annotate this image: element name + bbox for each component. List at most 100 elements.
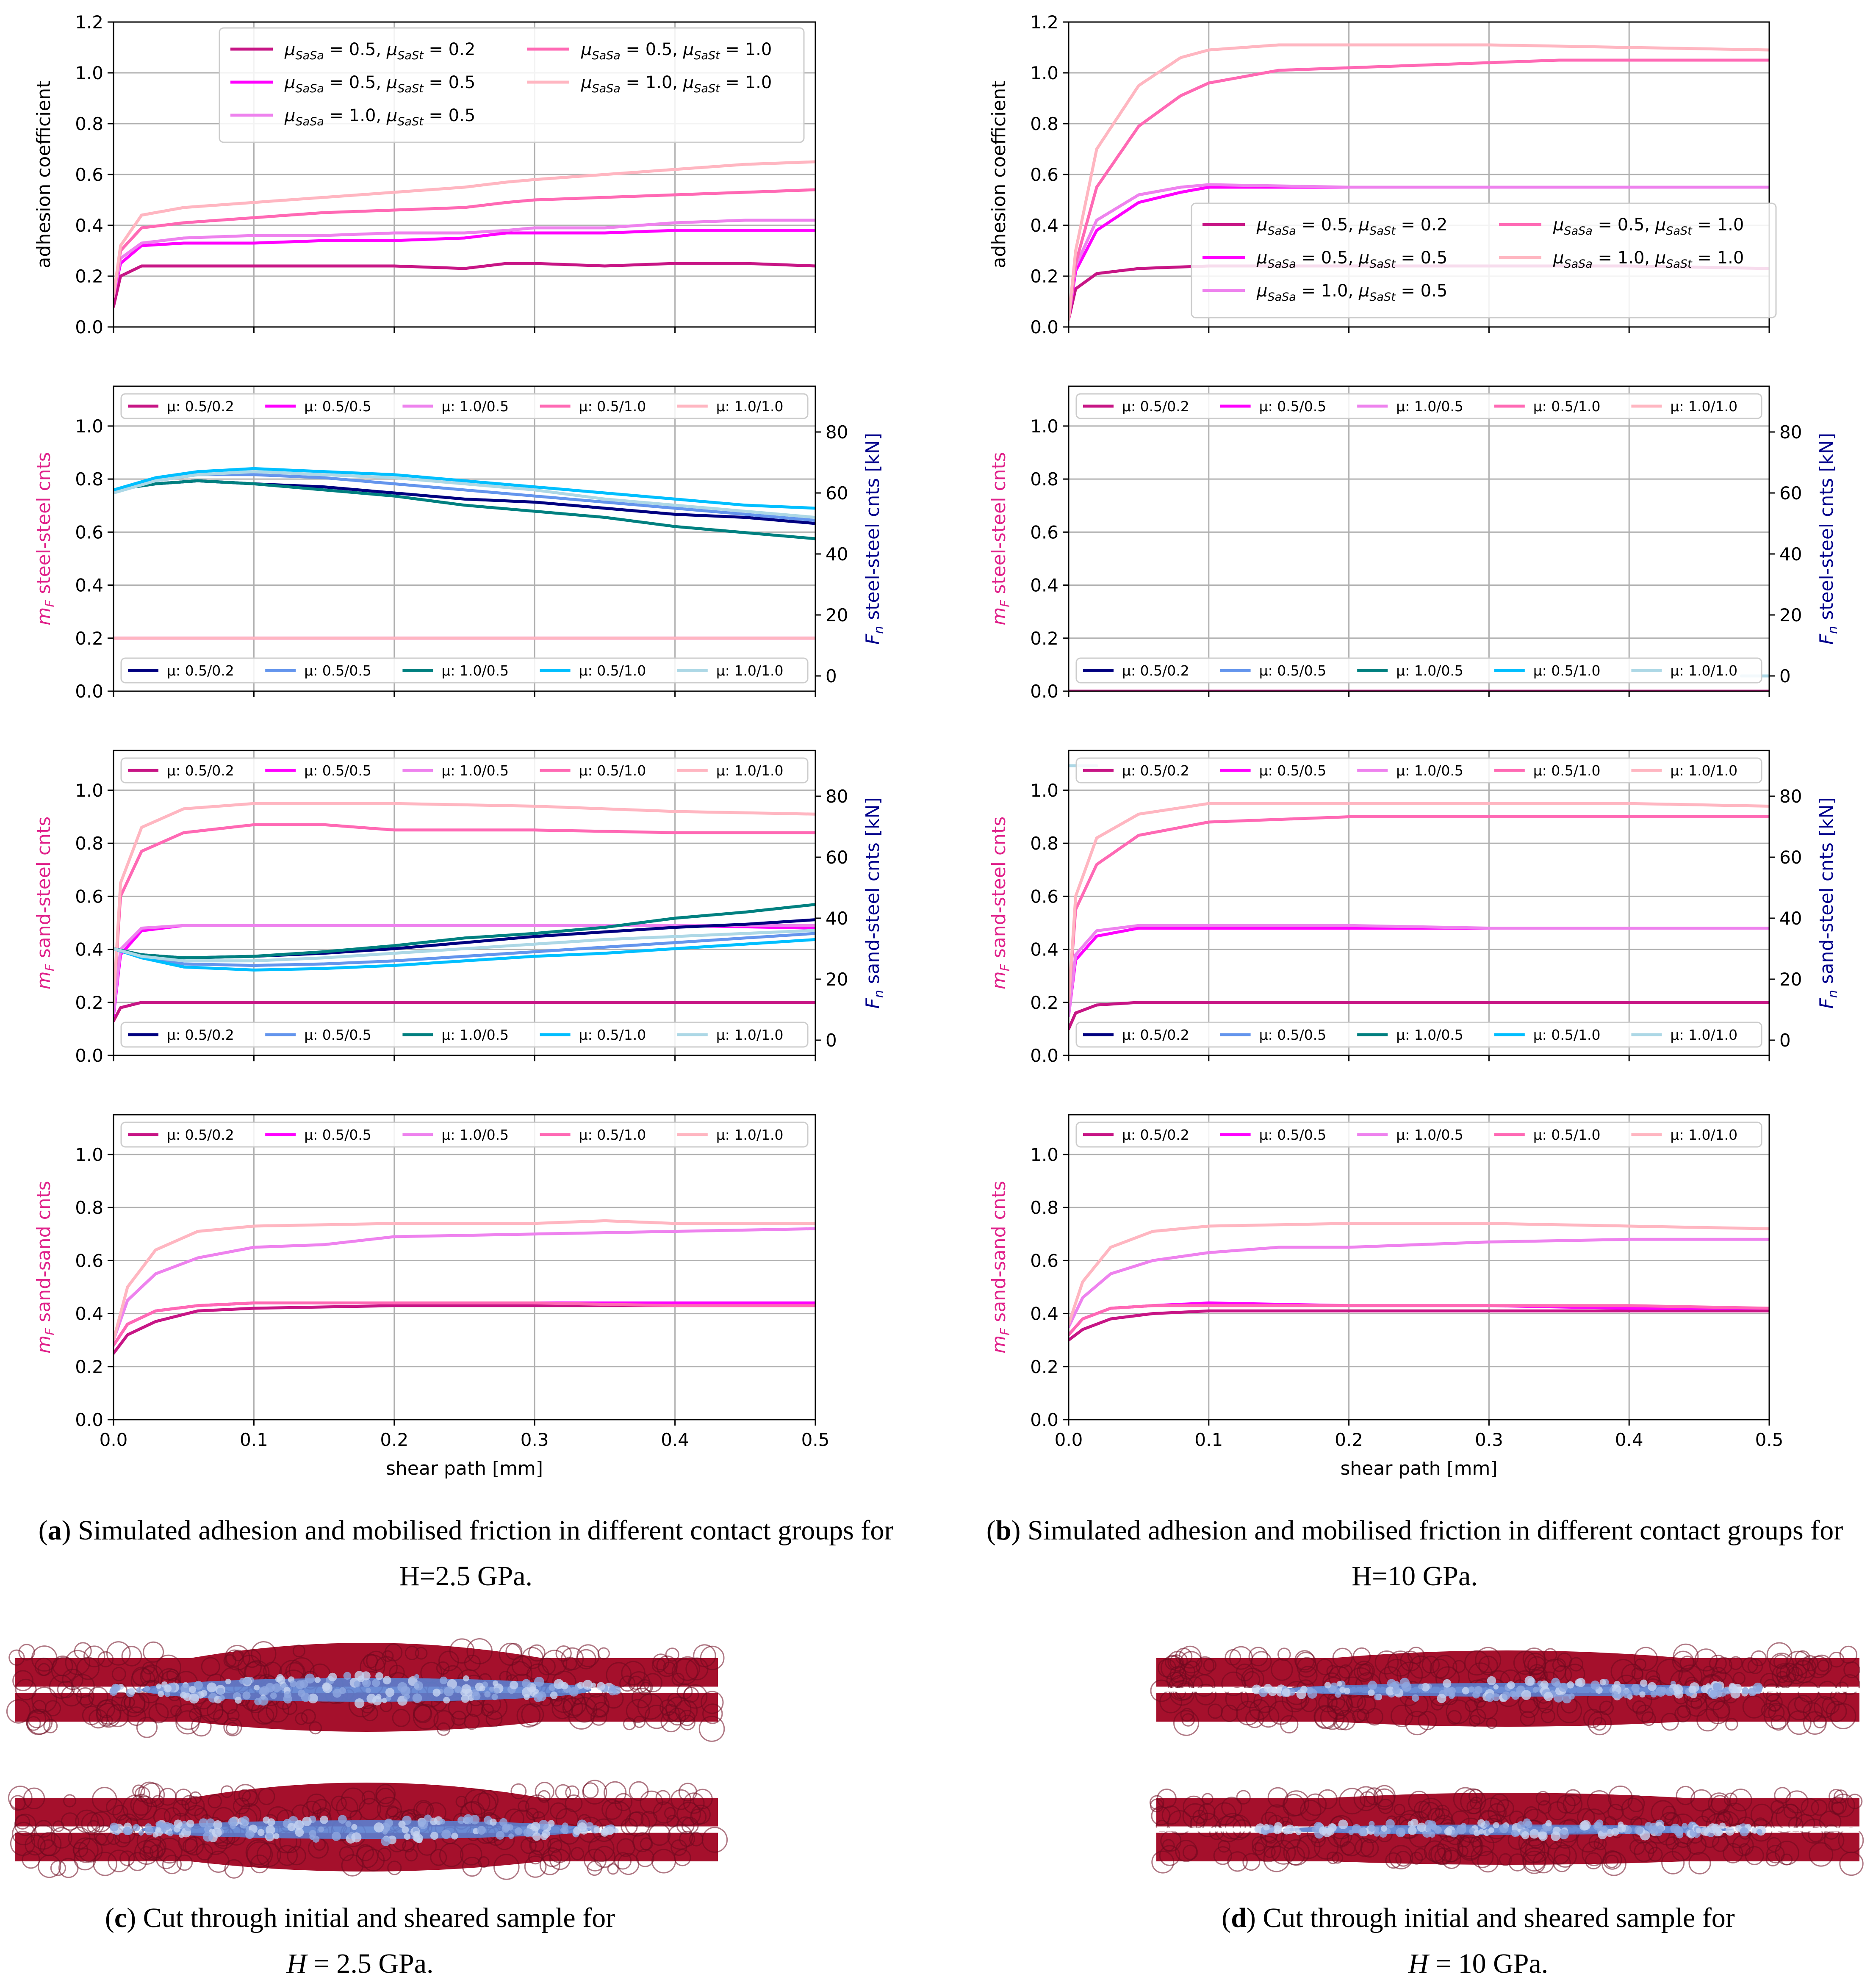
- sand-particle: [1652, 1825, 1658, 1831]
- steel-particle: [1374, 1788, 1395, 1810]
- steel-particle: [662, 1661, 676, 1675]
- chart-a2: 0.0 0.2 0.4 0.6 0.8 1.0 0 20 40 60 80 mF steel-stee…: [33, 385, 887, 702]
- steel-particle: [81, 1812, 105, 1836]
- y-tick-label: 0.0: [75, 1409, 103, 1430]
- steel-particle: [604, 1781, 627, 1804]
- steel-particle: [1729, 1789, 1752, 1812]
- steel-particle: [12, 1670, 33, 1692]
- steel-particle: [562, 1697, 583, 1718]
- steel-particle: [151, 1795, 165, 1808]
- steel-particle: [691, 1804, 711, 1825]
- steel-particle: [1333, 1714, 1349, 1731]
- steel-particle: [1180, 1708, 1194, 1722]
- steel-particle: [1196, 1813, 1220, 1838]
- legend-label: μ: 0.5/0.2: [1122, 398, 1189, 415]
- series-line: [114, 929, 815, 963]
- caption-d: (d) Cut through initial and sheared samp…: [1222, 1902, 1735, 1979]
- sand-particle: [585, 1822, 594, 1830]
- sand-particle: [355, 1671, 364, 1681]
- sand-particle: [1742, 1687, 1749, 1695]
- y-tick-label: 0.2: [75, 1357, 103, 1377]
- steel-particle: [18, 1644, 35, 1661]
- y-axis-label: adhesion coefficient: [33, 80, 55, 268]
- steel-particle: [1267, 1787, 1288, 1808]
- steel-particle: [1552, 1658, 1566, 1672]
- sand-particle: [308, 1693, 318, 1703]
- steel-particle: [1365, 1787, 1383, 1805]
- steel-particle: [679, 1710, 695, 1726]
- sand-particle: [167, 1830, 173, 1836]
- sand-particle: [1254, 1826, 1261, 1833]
- y-tick-label: 0.8: [75, 469, 103, 490]
- y-axis-label: mF sand-sand cnts: [33, 1181, 58, 1354]
- sand-particle: [441, 1829, 451, 1839]
- caption-d-tag: d: [1231, 1902, 1247, 1933]
- steel-particle: [1203, 1658, 1217, 1672]
- sand-particle: [1368, 1825, 1376, 1832]
- y2-tick-label: 0: [1779, 666, 1791, 687]
- sand-particle: [1408, 1821, 1414, 1827]
- sand-particle: [156, 1683, 162, 1689]
- steel-particle: [510, 1783, 527, 1800]
- sand-particle: [1516, 1821, 1525, 1830]
- sand-particle: [400, 1686, 410, 1696]
- axes-frame: [1068, 750, 1770, 1056]
- y2-tick-label: 0: [826, 1030, 837, 1051]
- steel-particle: [143, 1641, 164, 1663]
- steel-particle: [1694, 1648, 1718, 1672]
- steel-particle: [1520, 1838, 1546, 1863]
- legend-label: μ: 1.0/1.0: [1670, 762, 1737, 779]
- steel-particle: [1802, 1655, 1818, 1672]
- sand-particle: [1374, 1830, 1380, 1837]
- steel-particle: [1414, 1848, 1427, 1861]
- steel-particle: [1607, 1804, 1624, 1820]
- sand-particle: [432, 1689, 441, 1697]
- steel-particle: [415, 1647, 428, 1660]
- sand-particle: [1499, 1824, 1509, 1833]
- steel-particle: [1410, 1852, 1423, 1865]
- steel-particle: [571, 1847, 585, 1861]
- sand-particle: [550, 1692, 558, 1699]
- sand-particle: [1599, 1679, 1606, 1686]
- sand-particle: [1479, 1829, 1484, 1834]
- sand-particle: [235, 1697, 242, 1704]
- steel-particle: [587, 1861, 602, 1876]
- steel-particle: [665, 1696, 692, 1722]
- y2-tick-label: 0: [826, 666, 837, 687]
- steel-particle: [528, 1644, 546, 1662]
- sand-particle: [417, 1838, 423, 1844]
- steel-particle: [1535, 1791, 1551, 1806]
- steel-particle: [142, 1661, 155, 1675]
- steel-particle: [1554, 1844, 1577, 1868]
- steel-particle: [619, 1675, 636, 1692]
- steel-particle: [593, 1702, 609, 1718]
- steel-particle: [593, 1846, 615, 1868]
- y-tick-label: 0.0: [75, 681, 103, 702]
- legend-box: [1075, 657, 1762, 684]
- y2-tick-label: 20: [1779, 969, 1802, 990]
- steel-particle: [1167, 1651, 1188, 1672]
- sand-particle: [1551, 1831, 1561, 1841]
- series-line: [114, 1001, 815, 1023]
- series-line: [1069, 815, 1769, 1004]
- sand-particle: [451, 1833, 458, 1840]
- y-tick-label: 0.4: [75, 575, 103, 596]
- caption-c-math-var: H: [286, 1948, 307, 1979]
- sand-particle: [1688, 1686, 1696, 1694]
- steel-particle: [1641, 1711, 1656, 1726]
- steel-particle: [1468, 1789, 1483, 1804]
- sand-particle: [244, 1678, 251, 1685]
- steel-particle: [251, 1641, 277, 1667]
- sand-particle: [561, 1682, 568, 1689]
- y2-tick-label: 80: [826, 786, 848, 807]
- y-tick-label: 1.0: [1030, 1144, 1058, 1165]
- steel-particle: [1394, 1804, 1405, 1816]
- sand-particle: [523, 1828, 532, 1837]
- sand-particle: [1511, 1692, 1520, 1700]
- chart-a1: 0.0 0.2 0.4 0.6 0.8 1.0 1.2 adhesion coefficien…: [33, 12, 816, 338]
- steel-particle: [1338, 1788, 1366, 1815]
- sand-particle: [1385, 1819, 1395, 1829]
- series-group: [1069, 1222, 1769, 1342]
- steel-particle: [68, 1827, 91, 1850]
- caption-a-tag: a: [47, 1515, 62, 1546]
